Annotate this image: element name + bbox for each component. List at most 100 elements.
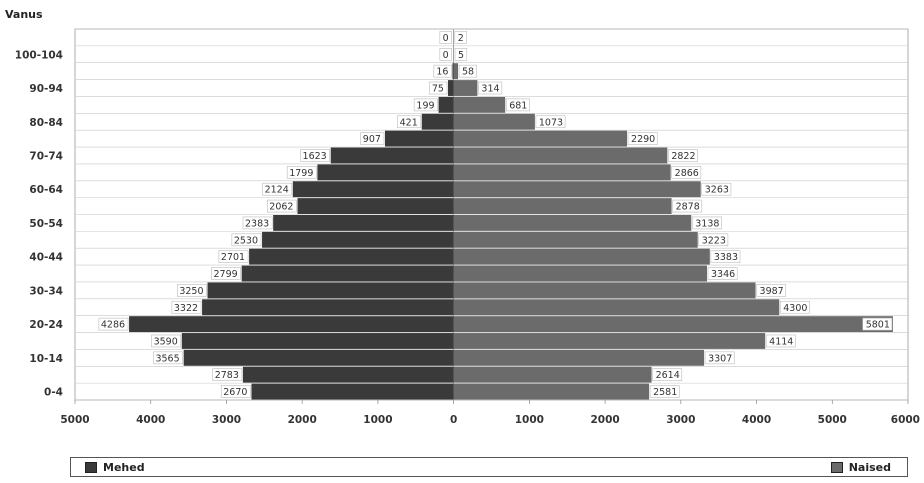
data-label-female: 1073 xyxy=(539,117,563,128)
x-tick-label: 1000 xyxy=(515,414,544,426)
data-label-female: 2290 xyxy=(631,134,655,145)
data-label-female: 4114 xyxy=(769,336,793,347)
bar-female xyxy=(454,282,756,298)
data-label-male: 0 xyxy=(443,33,449,44)
legend-swatch-female xyxy=(831,462,843,473)
bar-female xyxy=(454,232,698,248)
bar-male xyxy=(452,63,453,79)
data-label-male: 2670 xyxy=(223,387,247,398)
bar-male xyxy=(422,114,454,130)
legend-item-male: Mehed xyxy=(85,461,145,474)
bar-male xyxy=(243,367,454,383)
bar-female xyxy=(454,181,701,197)
bar-female xyxy=(454,384,649,400)
x-tick-label: 0 xyxy=(450,414,457,426)
bar-male xyxy=(448,80,454,96)
data-label-female: 3346 xyxy=(711,269,735,280)
data-label-male: 3590 xyxy=(154,336,178,347)
data-label-male: 2062 xyxy=(269,202,293,213)
data-label-female: 3383 xyxy=(714,252,738,263)
x-tick-label: 4000 xyxy=(742,414,771,426)
data-label-male: 2530 xyxy=(234,235,258,246)
x-tick-label: 2000 xyxy=(590,414,619,426)
data-label-female: 314 xyxy=(481,84,499,95)
bar-male xyxy=(182,333,454,349)
bar-male xyxy=(273,215,453,231)
legend-swatch-male xyxy=(85,462,97,473)
x-tick-label: 1000 xyxy=(363,414,392,426)
data-label-male: 4286 xyxy=(101,320,125,331)
data-label-male: 2701 xyxy=(221,252,245,263)
bar-female xyxy=(454,114,535,130)
data-label-female: 5 xyxy=(458,50,464,61)
legend-label-female: Naised xyxy=(849,461,891,474)
data-label-male: 2124 xyxy=(265,185,289,196)
bar-male xyxy=(242,266,454,282)
data-label-female: 3223 xyxy=(702,235,726,246)
bar-male xyxy=(293,181,454,197)
bar-male xyxy=(439,97,454,113)
data-label-male: 907 xyxy=(363,134,381,145)
y-axis-title: Vanus xyxy=(5,8,43,21)
data-label-male: 2383 xyxy=(245,218,269,229)
data-label-female: 3263 xyxy=(705,185,729,196)
data-label-male: 1799 xyxy=(289,168,313,179)
data-label-male: 421 xyxy=(400,117,418,128)
y-tick-label: 30-34 xyxy=(29,285,63,297)
bar-male xyxy=(262,232,454,248)
bar-female xyxy=(454,131,627,147)
x-tick-label: 4000 xyxy=(136,414,165,426)
y-tick-label: 40-44 xyxy=(29,252,63,264)
bar-male xyxy=(184,350,454,366)
data-label-male: 199 xyxy=(416,100,434,111)
bar-male xyxy=(317,164,453,180)
data-label-male: 3322 xyxy=(174,303,198,314)
y-tick-label: 10-14 xyxy=(29,353,63,365)
y-tick-label: 80-84 xyxy=(29,117,63,129)
bar-male xyxy=(129,316,454,332)
data-label-male: 2799 xyxy=(213,269,237,280)
bar-male xyxy=(249,249,454,265)
y-tick-label: 70-74 xyxy=(29,150,63,162)
bar-female xyxy=(454,350,704,366)
data-label-male: 3565 xyxy=(155,353,179,364)
bar-female xyxy=(454,63,458,79)
bar-female xyxy=(454,198,672,214)
y-tick-label: 90-94 xyxy=(29,83,63,95)
bar-female xyxy=(454,215,692,231)
y-tick-label: 50-54 xyxy=(29,218,63,230)
x-tick-label: 6000 xyxy=(891,414,920,426)
bar-female xyxy=(454,164,671,180)
bar-male xyxy=(385,131,454,147)
data-label-female: 5801 xyxy=(866,320,890,331)
legend-item-female: Naised xyxy=(831,461,891,474)
x-tick-label: 5000 xyxy=(818,414,847,426)
data-label-female: 3138 xyxy=(695,218,719,229)
data-label-female: 3987 xyxy=(760,286,784,297)
bar-female xyxy=(454,316,893,332)
bar-female xyxy=(454,266,707,282)
data-label-male: 16 xyxy=(436,67,448,78)
data-label-female: 3307 xyxy=(708,353,732,364)
y-tick-label: 100-104 xyxy=(15,49,63,61)
legend-label-male: Mehed xyxy=(103,461,145,474)
data-label-female: 681 xyxy=(509,100,527,111)
data-label-male: 0 xyxy=(443,50,449,61)
data-label-male: 3250 xyxy=(179,286,203,297)
data-label-male: 2783 xyxy=(215,370,239,381)
x-tick-label: 2000 xyxy=(288,414,317,426)
data-label-female: 2614 xyxy=(656,370,680,381)
bar-female xyxy=(454,367,652,383)
bar-female xyxy=(454,148,668,164)
y-tick-label: 60-64 xyxy=(29,184,63,196)
data-label-male: 1623 xyxy=(303,151,327,162)
bar-female xyxy=(454,97,506,113)
chart-legend: Mehed Naised xyxy=(70,457,908,477)
bar-female xyxy=(454,80,478,96)
x-tick-label: 3000 xyxy=(212,414,241,426)
bar-female xyxy=(454,249,710,265)
x-tick-label: 5000 xyxy=(60,414,89,426)
data-label-female: 4300 xyxy=(783,303,807,314)
